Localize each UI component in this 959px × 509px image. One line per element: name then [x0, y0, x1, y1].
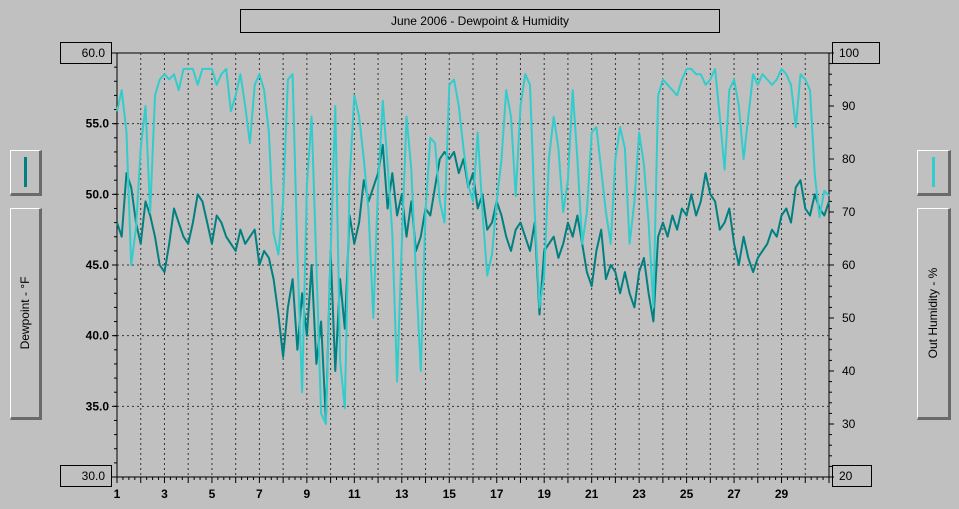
left-tick-label: 40.0: [86, 329, 110, 343]
x-tick-label: 23: [632, 487, 646, 501]
x-tick-label: 25: [680, 487, 694, 501]
x-tick-label: 29: [775, 487, 789, 501]
x-tick-label: 7: [256, 487, 263, 501]
right-tick-label: 80: [842, 152, 856, 166]
left-min-box: 30.0: [60, 465, 112, 487]
right-min-label: 20: [839, 469, 853, 483]
chart-title-box: June 2006 - Dewpoint & Humidity: [240, 9, 720, 33]
right-tick-label: 90: [842, 99, 856, 113]
x-tick-label: 3: [161, 487, 168, 501]
x-tick-label: 1: [114, 487, 121, 501]
right-tick-label: 60: [842, 258, 856, 272]
right-max-label: 100: [839, 46, 860, 60]
right-tick-label: 50: [842, 311, 856, 325]
x-tick-label: 27: [727, 487, 741, 501]
left-min-label: 30.0: [81, 469, 105, 483]
x-tick-label: 17: [490, 487, 504, 501]
x-tick-label: 21: [585, 487, 599, 501]
right-tick-label: 30: [842, 417, 856, 431]
left-max-box: 60.0: [60, 42, 112, 64]
humidity-axis-label-box: Out Humidity - %: [917, 208, 951, 420]
humidity-swatch-line: [932, 157, 935, 187]
right-min-box: 20: [832, 465, 872, 487]
x-tick-label: 11: [348, 487, 361, 501]
right-tick-label: 70: [842, 205, 856, 219]
x-tick-label: 13: [395, 487, 409, 501]
left-tick-label: 55.0: [86, 117, 110, 131]
chart-title: June 2006 - Dewpoint & Humidity: [390, 14, 570, 28]
left-max-label: 60.0: [81, 46, 105, 60]
dewpoint-swatch-line: [24, 157, 27, 187]
x-tick-label: 9: [304, 487, 311, 501]
x-tick-label: 5: [209, 487, 216, 501]
x-tick-label: 19: [538, 487, 552, 501]
left-tick-label: 50.0: [86, 187, 110, 201]
dewpoint-axis-label-box: Dewpoint - °F: [10, 208, 42, 420]
left-tick-label: 35.0: [86, 399, 110, 413]
dewpoint-series-line: [116, 143, 830, 422]
humidity-series-line: [116, 67, 830, 425]
x-tick-label: 15: [443, 487, 457, 501]
left-tick-label: 45.0: [86, 258, 110, 272]
right-tick-label: 40: [842, 364, 856, 378]
dewpoint-legend-swatch[interactable]: [10, 150, 42, 196]
humidity-legend-swatch[interactable]: [917, 150, 951, 196]
